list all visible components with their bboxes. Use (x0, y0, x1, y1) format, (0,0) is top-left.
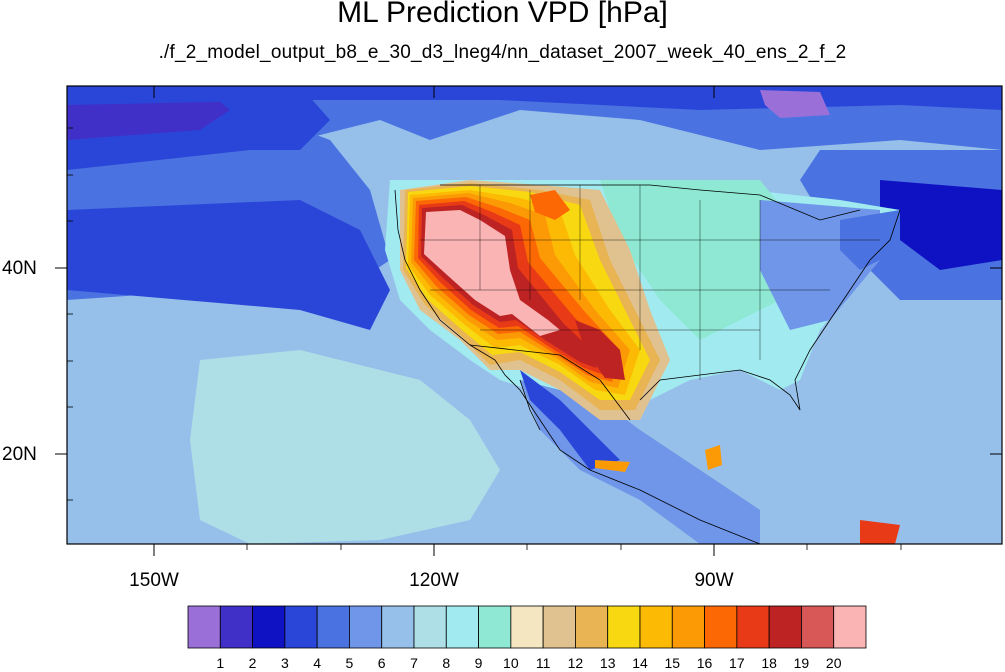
colorbar-swatch (316, 605, 350, 649)
colorbar-tick-label: 2 (248, 655, 257, 671)
yucatan-hotspot (705, 445, 722, 470)
colorbar-swatch (607, 605, 641, 649)
colorbar-swatch (768, 605, 802, 649)
colorbar-swatch (478, 605, 512, 649)
colorbar-tick-label: 9 (474, 655, 483, 671)
colorbar-tick-label: 13 (599, 655, 616, 671)
montana-hotspot (530, 190, 570, 220)
colorbar-swatch (187, 605, 221, 649)
atlantic-dark (880, 180, 1002, 270)
colorbar-tick-label: 7 (410, 655, 418, 671)
colorbar-swatch (704, 605, 738, 649)
colorbar (187, 605, 867, 649)
vpd-field (67, 86, 1002, 544)
colorbar-tick-label: 8 (442, 655, 451, 671)
coastlines (394, 184, 901, 544)
colorbar-swatch (801, 605, 835, 649)
lat-label-20n: 20N (2, 444, 37, 465)
colorbar-tick-label: 11 (535, 655, 551, 671)
colorbar-swatch (510, 605, 544, 649)
lon-label-150w: 150W (129, 570, 179, 591)
map-frame (66, 85, 1003, 545)
colorbar-tick-label: 19 (793, 655, 810, 671)
colorbar-tick-label: 15 (664, 655, 681, 671)
map-subtitle: ./f_2_model_output_b8_e_30_d3_lneg4/nn_d… (158, 42, 847, 63)
colorbar-swatch (833, 605, 867, 649)
colorbar-swatch (349, 605, 383, 649)
colorbar-swatch (542, 605, 576, 649)
colorbar-tick-label: 14 (632, 655, 648, 671)
texas-hotspot (575, 320, 625, 380)
south-hotspot (860, 520, 900, 544)
ne-pacific-dark (67, 200, 390, 330)
map-minor-ticks (67, 127, 902, 550)
lon-label-120w: 120W (409, 570, 459, 591)
map-title: ML Prediction VPD [hPa] (337, 0, 668, 29)
colorbar-tick-label: 3 (280, 655, 289, 671)
state-borders (420, 185, 880, 380)
colorbar-swatch (671, 605, 705, 649)
colorbar-swatch (252, 605, 286, 649)
colorbar-tick-label: 17 (729, 655, 745, 671)
colorbar-tick-label: 18 (761, 655, 777, 671)
colorbar-swatch (381, 605, 415, 649)
map-ticks (55, 86, 1002, 556)
colorbar-swatch (575, 605, 609, 649)
colorbar-tick-label: 10 (503, 655, 519, 671)
baja-dark (520, 370, 620, 470)
colorbar-swatch (284, 605, 318, 649)
lat-label-40n: 40N (2, 258, 37, 279)
colorbar-tick-label: 16 (696, 655, 713, 671)
colorbar-swatch (639, 605, 673, 649)
colorbar-tick-label: 5 (345, 655, 354, 671)
tropical-pacific-light (190, 350, 500, 544)
mexico-hotspot (595, 460, 630, 472)
colorbar-swatch (445, 605, 479, 649)
colorbar-tick-label: 6 (377, 655, 386, 671)
colorbar-swatch (413, 605, 447, 649)
colorbar-tick-label: 4 (313, 655, 322, 671)
colorbar-tick-label: 20 (825, 655, 842, 671)
colorbar-tick-label: 12 (567, 655, 584, 671)
colorbar-tick-label: 1 (216, 655, 225, 671)
hudson-purple (760, 90, 830, 118)
colorbar-swatch (219, 605, 253, 649)
lon-label-90w: 90W (694, 570, 734, 591)
vpd-20-plus (424, 210, 560, 336)
colorbar-swatch (736, 605, 770, 649)
